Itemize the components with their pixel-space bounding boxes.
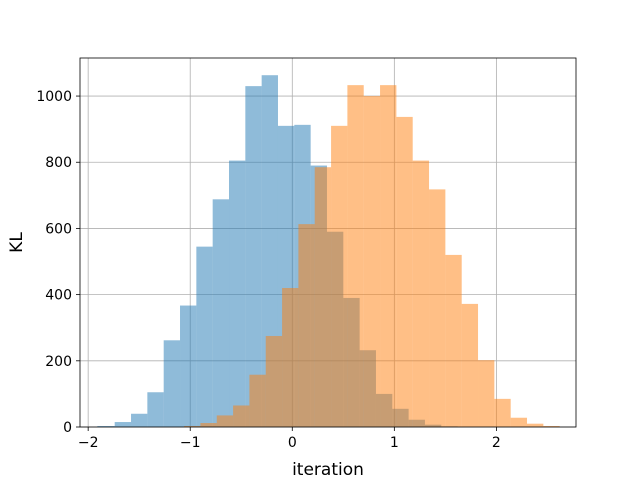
histogram-bar: [494, 398, 511, 427]
y-tick-label: 800: [45, 155, 72, 171]
histogram-bar: [97, 426, 115, 427]
y-tick-label: 1000: [36, 89, 72, 105]
histogram-bar: [363, 96, 381, 428]
y-axis-ticks: 0 200 400 600 800 1000: [36, 89, 80, 436]
y-tick-label: 600: [45, 221, 72, 237]
histogram-bar: [331, 125, 348, 427]
histogram-bar: [396, 116, 413, 427]
histogram-bar: [380, 85, 397, 428]
histogram-bar: [265, 335, 283, 427]
x-axis-label: iteration: [292, 460, 364, 480]
histogram-bar: [478, 360, 495, 427]
histogram-bar: [298, 224, 315, 427]
histogram-bar: [196, 246, 213, 427]
histogram-bar: [412, 160, 430, 428]
plot-frame: [79, 57, 577, 428]
histogram-bar: [163, 340, 181, 427]
histogram-bar: [429, 189, 446, 427]
histogram-bar: [147, 392, 164, 427]
x-axis-ticks: −2 −1 0 1 2: [78, 427, 501, 451]
x-tick-label: −2: [78, 435, 99, 451]
histogram-bar: [347, 85, 364, 428]
histogram-bar: [180, 305, 197, 427]
histogram-bar: [114, 422, 132, 427]
histogram-bar: [314, 167, 332, 428]
y-tick-label: 400: [45, 288, 72, 304]
histogram-bar: [212, 199, 230, 427]
histogram-bar: [249, 374, 266, 427]
histogram-bar: [200, 423, 217, 427]
histogram-bar: [233, 405, 250, 427]
y-tick-label: 0: [63, 420, 72, 436]
histogram-bar: [229, 160, 246, 428]
histogram-bar: [184, 426, 201, 427]
histogram-bar: [131, 413, 148, 427]
x-tick-label: −1: [180, 435, 201, 451]
histogram-bar: [510, 417, 528, 427]
histogram-bar: [445, 254, 462, 427]
histogram-bar: [282, 288, 299, 427]
histogram-bar: [543, 426, 560, 427]
histogram-bar: [527, 423, 544, 427]
histogram-bar: [216, 415, 234, 427]
y-axis-label: KL: [7, 232, 27, 253]
series-2-bars: [184, 85, 560, 428]
histogram-bar: [245, 86, 262, 428]
histogram-bar: [461, 303, 479, 427]
y-tick-label: 200: [45, 354, 72, 370]
x-tick-label: 2: [492, 435, 501, 451]
x-tick-label: 0: [288, 435, 297, 451]
x-tick-label: 1: [390, 435, 399, 451]
histogram-bars: [97, 75, 560, 428]
